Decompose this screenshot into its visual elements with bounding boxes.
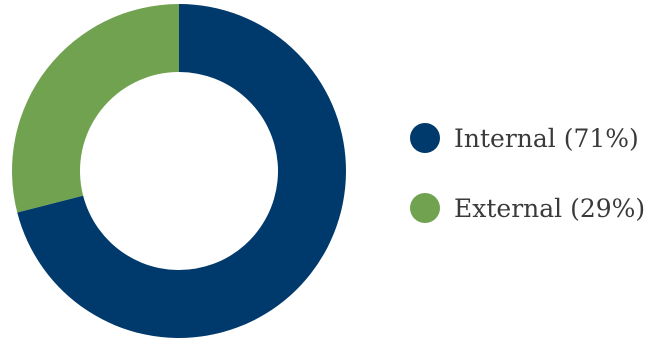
- donut-slice-internal: [17, 4, 347, 338]
- legend-label-internal: Internal (71%): [454, 123, 639, 153]
- legend-item-internal: Internal (71%): [410, 118, 646, 158]
- donut-slice-external: [11, 4, 179, 213]
- legend-swatch-internal: [410, 123, 440, 153]
- legend-swatch-external: [410, 193, 440, 223]
- donut-chart: [11, 4, 347, 338]
- legend-label-external: External (29%): [454, 193, 646, 223]
- legend-item-external: External (29%): [410, 188, 646, 228]
- legend: Internal (71%) External (29%): [410, 118, 646, 258]
